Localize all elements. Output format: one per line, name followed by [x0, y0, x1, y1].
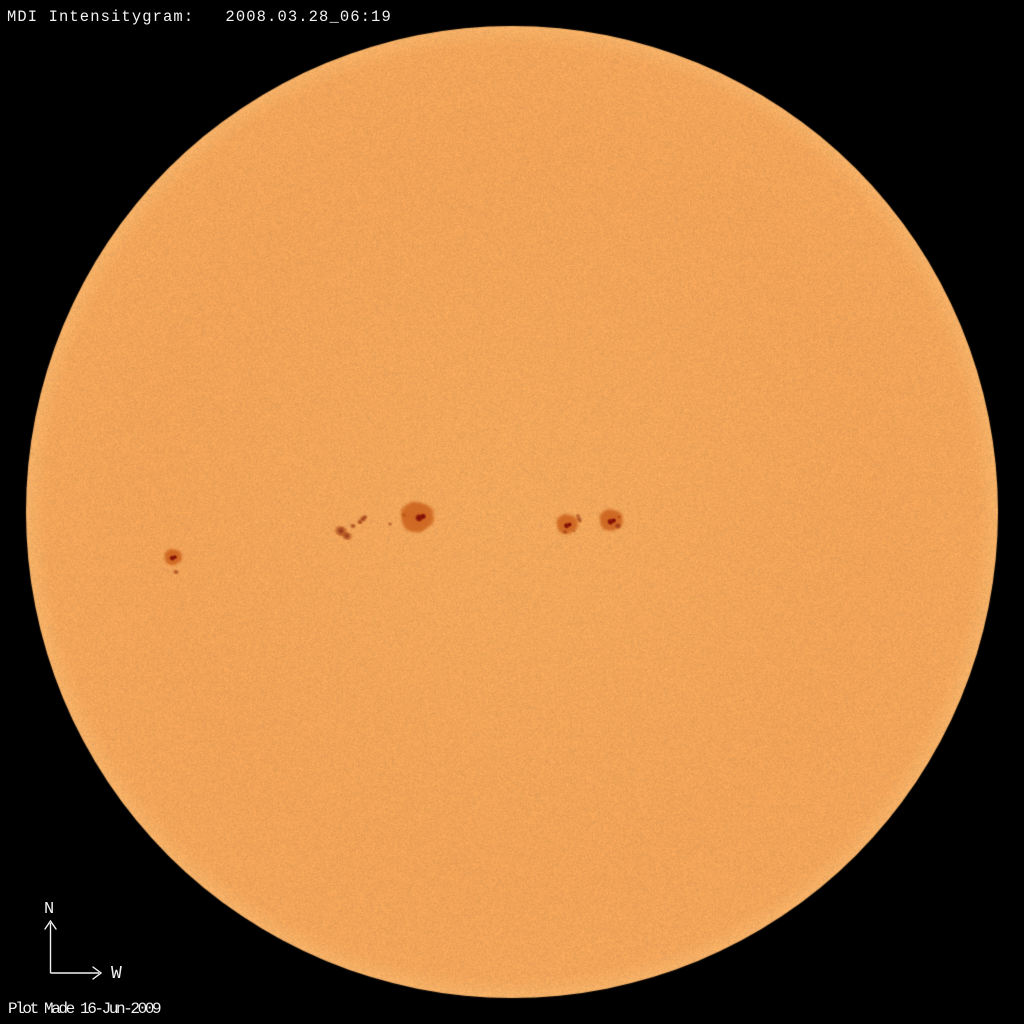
svg-text:N: N [44, 900, 54, 919]
svg-text:W: W [111, 964, 122, 984]
